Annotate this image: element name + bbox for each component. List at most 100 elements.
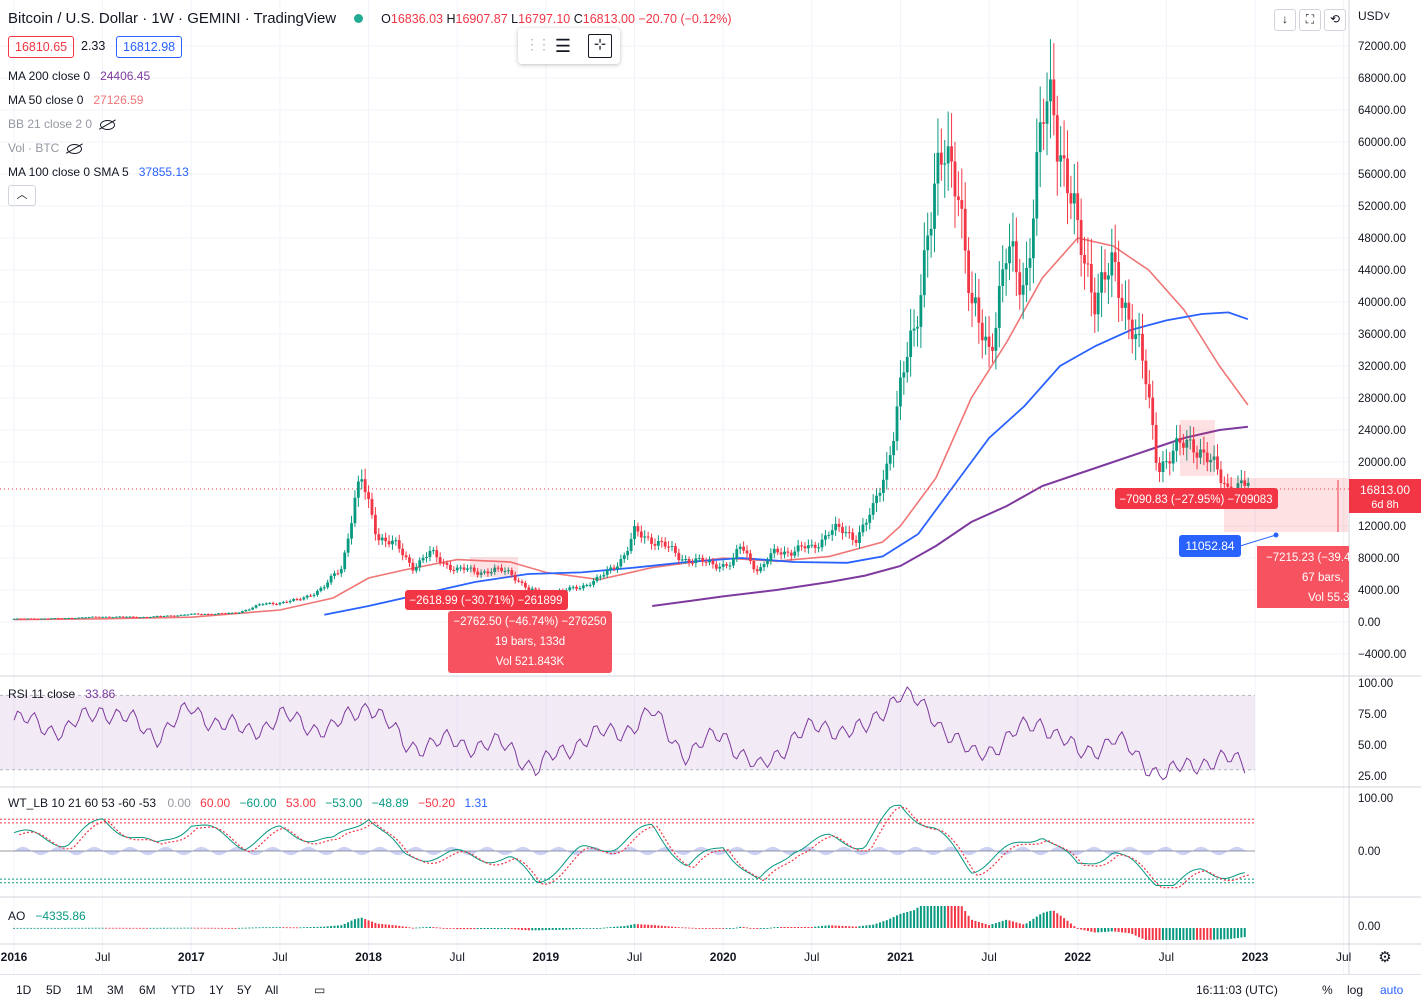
ao-bar bbox=[759, 928, 762, 929]
wt-legend[interactable]: WT_LB 10 21 60 53 -60 -53 0.00 60.00 −60… bbox=[8, 796, 488, 810]
range-5y[interactable]: 5Y bbox=[237, 983, 252, 997]
ao-bar bbox=[756, 928, 759, 929]
candle-body bbox=[142, 617, 145, 619]
candle-body bbox=[718, 566, 722, 569]
settings-gear-icon[interactable]: ⚙ bbox=[1378, 949, 1391, 966]
candle-body bbox=[1120, 297, 1124, 308]
candle-body bbox=[411, 562, 415, 571]
ao-bar bbox=[350, 920, 353, 928]
reset-chart-icon[interactable]: ⟲ bbox=[1324, 9, 1346, 31]
bottom-toolbar: 1D 5D 1M 3M 6M YTD 1Y 5Y All ▭ 16:11:03 … bbox=[0, 974, 1421, 997]
measure-2018[interactable]: −2618.99 (−30.71%) −261899 −2762.50 (−46… bbox=[405, 557, 612, 673]
trend-tools-icon[interactable]: ☰ bbox=[554, 36, 572, 56]
candle-body bbox=[1008, 246, 1011, 264]
ao-pane bbox=[13, 906, 1246, 940]
candle-body bbox=[524, 582, 527, 588]
auto-toggle[interactable]: auto bbox=[1380, 983, 1404, 997]
buy-button[interactable]: 16812.98 bbox=[116, 36, 183, 58]
candle-body bbox=[268, 602, 272, 604]
percent-toggle[interactable]: % bbox=[1322, 983, 1333, 997]
ao-bar bbox=[868, 925, 871, 928]
measure-tool-icon[interactable]: ⊹ bbox=[588, 34, 612, 58]
hidden-eye-icon[interactable] bbox=[100, 119, 116, 130]
range-1m[interactable]: 1M bbox=[76, 983, 93, 997]
ao-bar bbox=[749, 927, 752, 929]
candle-body bbox=[1151, 397, 1155, 425]
calendar-icon[interactable]: ▭ bbox=[314, 983, 326, 997]
range-1y[interactable]: 1Y bbox=[209, 983, 224, 997]
ao-bar bbox=[1083, 928, 1086, 931]
price-tick-label: 44000.00 bbox=[1358, 265, 1406, 277]
price-axis[interactable]: 72000.00 68000.00 64000.00 60000.00 56000.00… bbox=[1358, 41, 1406, 933]
trend-handle[interactable] bbox=[1273, 532, 1279, 538]
ao-bar bbox=[766, 928, 769, 929]
ao-bar bbox=[483, 928, 486, 930]
symbol-title[interactable]: Bitcoin / U.S. Dollar · 1W · GEMINI · Tr… bbox=[8, 10, 337, 27]
sell-button[interactable]: 16810.65 bbox=[8, 36, 75, 58]
range-ytd[interactable]: YTD bbox=[171, 983, 195, 997]
indicator-bb[interactable]: BB 21 close 2 0 bbox=[8, 117, 116, 131]
scroll-down-icon[interactable]: ↓ bbox=[1274, 9, 1296, 31]
candle-body bbox=[1246, 482, 1250, 486]
fullscreen-icon[interactable]: ⛶ bbox=[1299, 9, 1321, 31]
log-toggle[interactable]: log bbox=[1347, 983, 1364, 997]
indicator-ma50[interactable]: MA 50 close 0 27126.59 bbox=[8, 93, 144, 107]
ao-bar bbox=[821, 925, 824, 928]
indicator-ma200[interactable]: MA 200 close 0 24406.45 bbox=[8, 69, 151, 83]
last-price-countdown: 6d 8h bbox=[1371, 499, 1399, 511]
ao-bar bbox=[1052, 910, 1055, 928]
candle-body bbox=[285, 601, 289, 603]
drag-handle-icon[interactable]: ⋮⋮ bbox=[525, 36, 551, 52]
ao-bar bbox=[919, 906, 922, 928]
price-candles[interactable] bbox=[12, 39, 1250, 620]
ao-bar bbox=[538, 928, 541, 931]
ao-bar bbox=[1199, 928, 1202, 940]
drawing-toolbar[interactable]: ⋮⋮ ☰ ⊹ bbox=[518, 28, 620, 64]
rsi-legend[interactable]: RSI 11 close 33.86 bbox=[8, 687, 116, 701]
candle-body bbox=[1182, 442, 1185, 448]
ao-bar bbox=[125, 927, 128, 929]
ao-bar bbox=[388, 924, 391, 928]
range-3m[interactable]: 3M bbox=[107, 983, 124, 997]
measure-label: −2618.99 (−30.71%) −261899 bbox=[409, 595, 562, 607]
range-all[interactable]: All bbox=[265, 983, 279, 997]
candle-body bbox=[1212, 456, 1216, 460]
ao-bar bbox=[865, 925, 868, 928]
ao-legend[interactable]: AO −4335.86 bbox=[8, 909, 86, 923]
candle-body bbox=[680, 559, 684, 561]
candle-body bbox=[46, 618, 50, 620]
ao-bar bbox=[984, 924, 987, 928]
time-axis[interactable]: 2016 Jul 2017 Jul 2018 Jul 2019 Jul 2020 Jul 2021 J… bbox=[1, 949, 1392, 966]
candle-body bbox=[469, 567, 473, 569]
ao-bar bbox=[1155, 928, 1158, 940]
candle-body bbox=[336, 573, 340, 575]
ao-bar bbox=[13, 927, 15, 929]
trend-line[interactable] bbox=[1239, 534, 1277, 547]
ma50-line bbox=[13, 237, 1249, 621]
candle-body bbox=[599, 576, 602, 578]
ao-bar bbox=[1213, 928, 1216, 940]
ao-bar bbox=[36, 927, 39, 929]
candle-body bbox=[39, 618, 43, 620]
collapse-legend-button[interactable]: ︿ bbox=[8, 185, 36, 206]
indicator-volume[interactable]: Vol · BTC bbox=[8, 141, 83, 155]
candle-body bbox=[73, 618, 77, 620]
measure-2022[interactable]: −7090.83 (−27.95%) −709083 −7215.23 (−39… bbox=[1115, 420, 1351, 608]
hidden-eye-icon[interactable] bbox=[67, 143, 83, 154]
candle-body bbox=[1066, 158, 1069, 194]
range-5d[interactable]: 5D bbox=[46, 983, 62, 997]
range-6m[interactable]: 6M bbox=[139, 983, 156, 997]
candle-body bbox=[721, 564, 725, 567]
indicator-ma100[interactable]: MA 100 close 0 SMA 5 37855.13 bbox=[8, 165, 189, 179]
ao-bar bbox=[422, 927, 425, 929]
candle-body bbox=[694, 558, 698, 564]
currency-selector[interactable]: USD˅ bbox=[1358, 9, 1391, 23]
ao-bar bbox=[197, 927, 200, 929]
candle-body bbox=[939, 152, 943, 165]
candle-body bbox=[339, 569, 343, 574]
candle-body bbox=[636, 526, 640, 532]
utc-clock[interactable]: 16:11:03 (UTC) bbox=[1196, 983, 1278, 997]
range-1d[interactable]: 1D bbox=[16, 983, 32, 997]
